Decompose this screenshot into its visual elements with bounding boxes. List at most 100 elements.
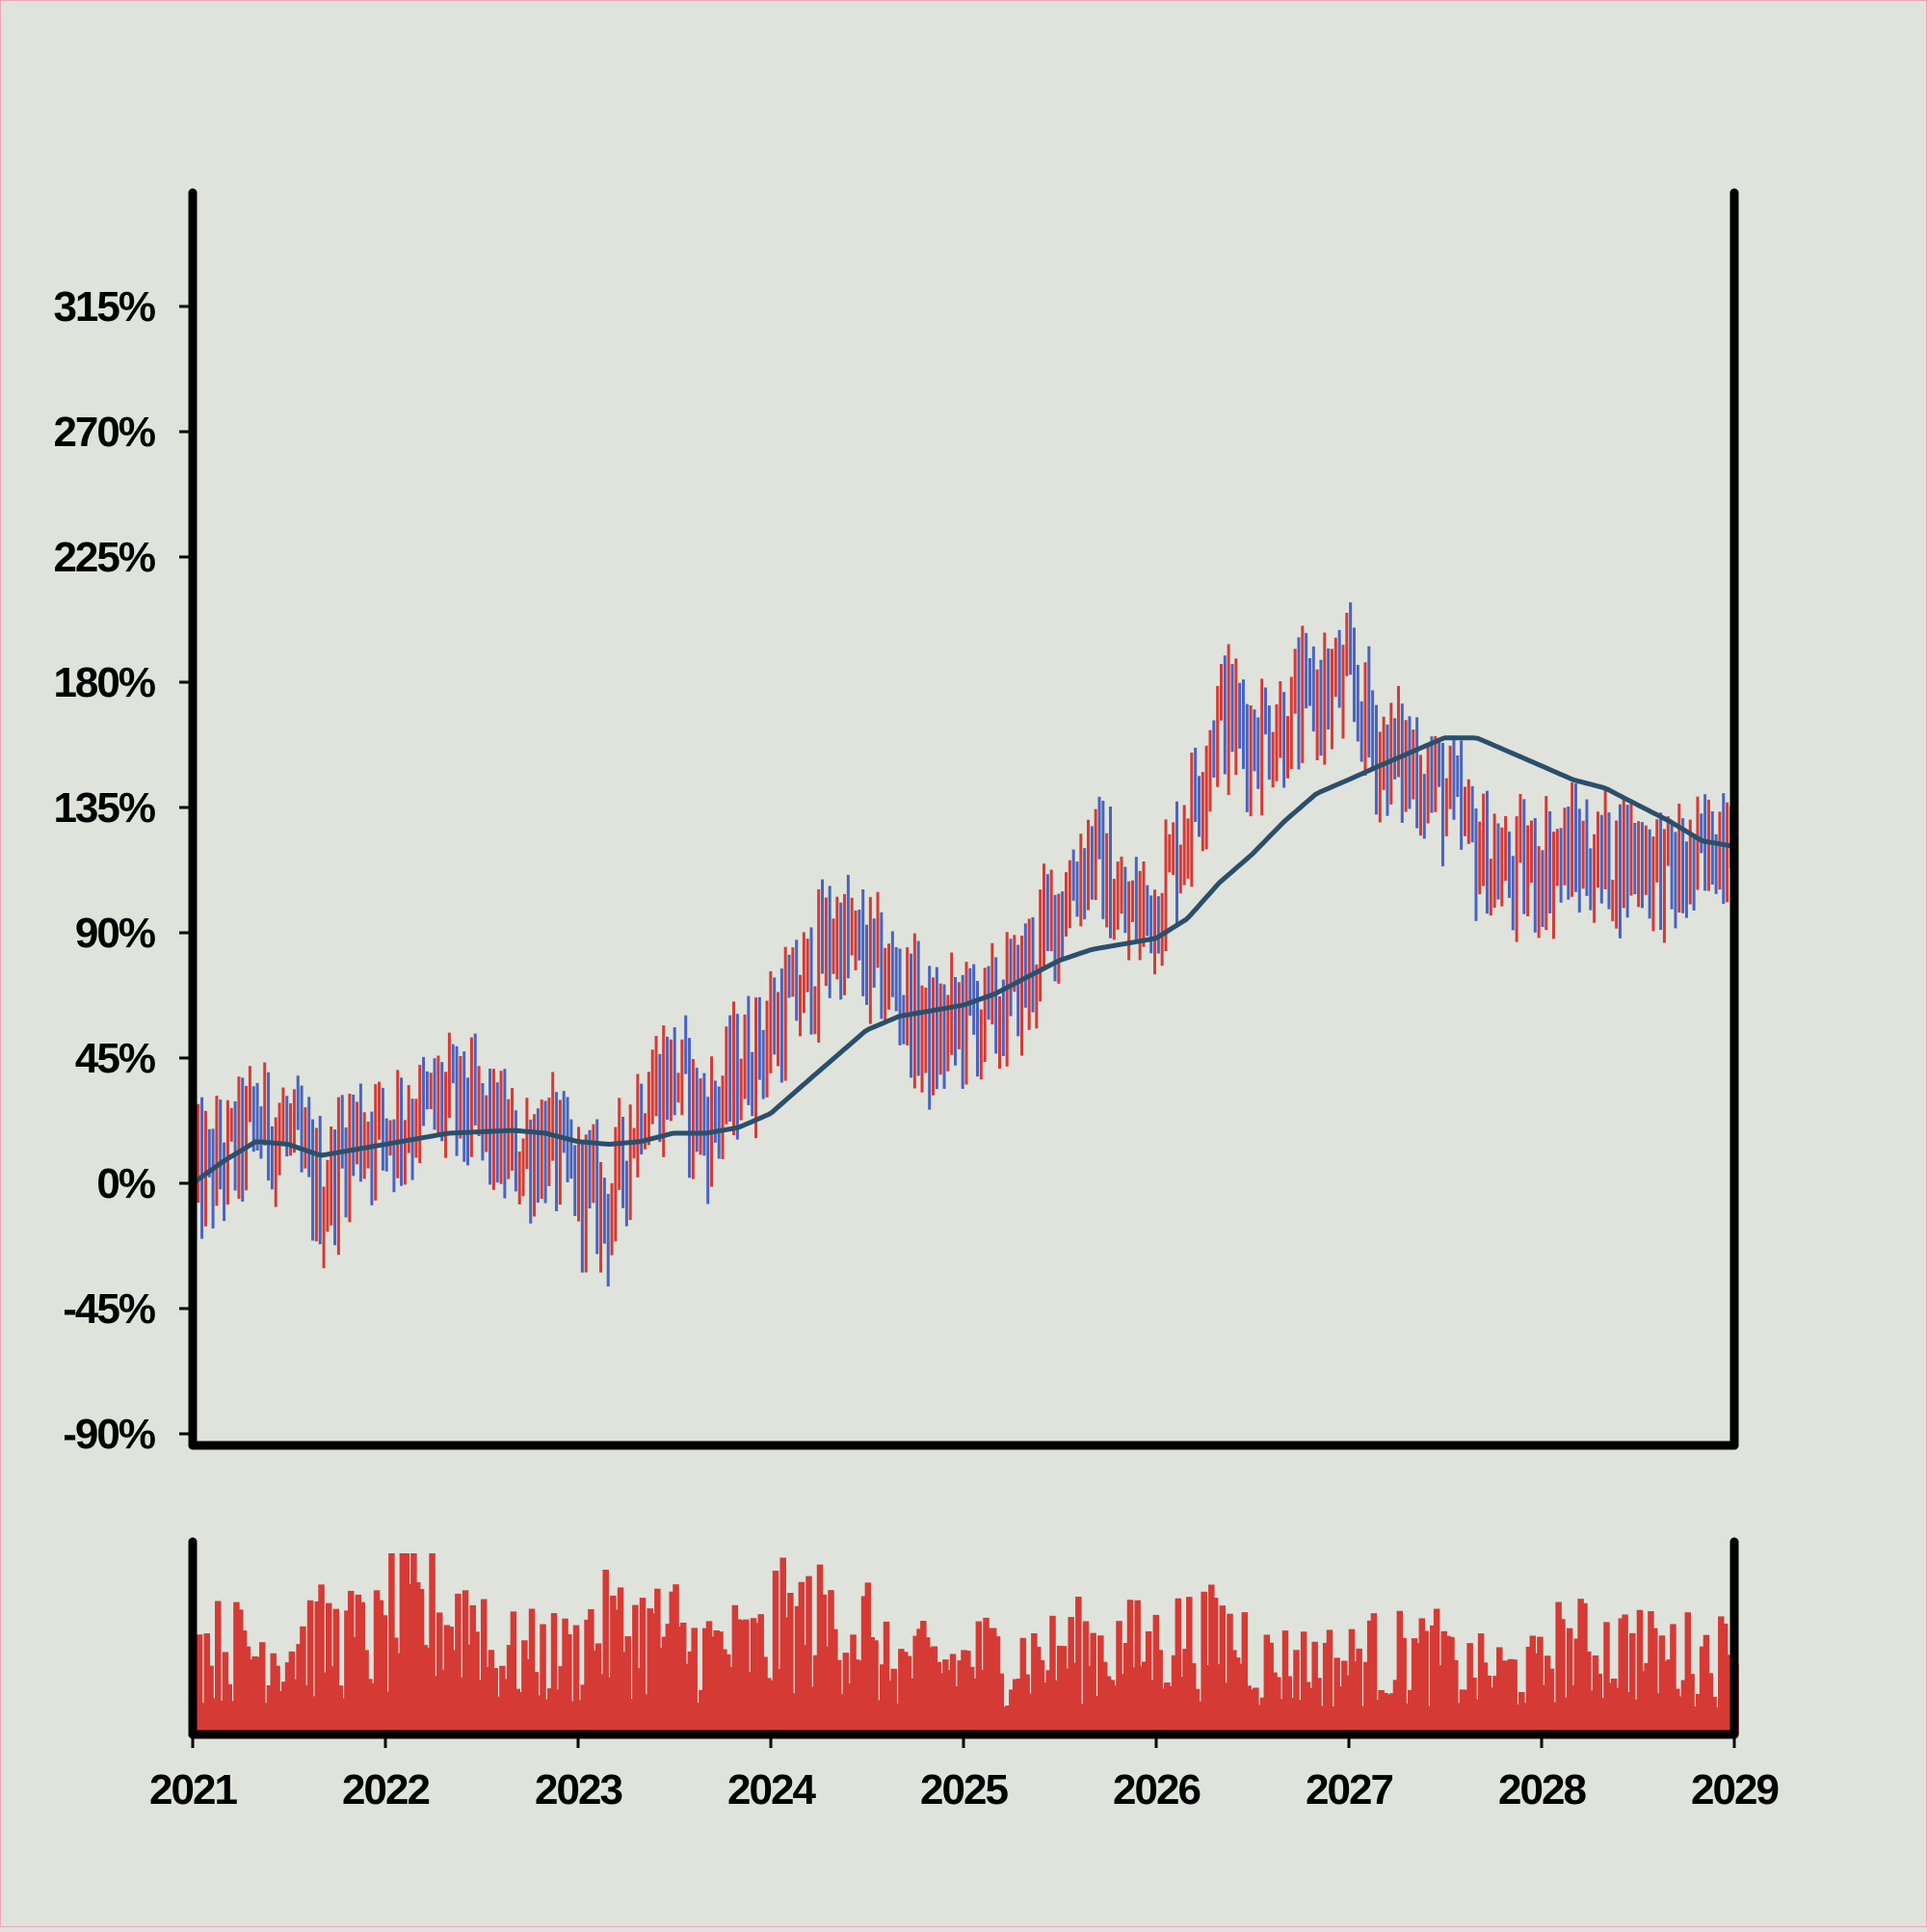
- volume-bar-260: [1152, 1614, 1160, 1734]
- volume-bar-131: [676, 1627, 683, 1734]
- axes: -90% -45% 0% 45% 90% 135% 180% 225% 270% 315% 2021…: [53, 188, 1780, 1813]
- volume-bar-25: [284, 1662, 292, 1734]
- volume-bar-326: [1396, 1610, 1404, 1734]
- volume-bar-46: [362, 1650, 369, 1734]
- volume-bar-5: [211, 1698, 218, 1734]
- volume-bar-155: [765, 1678, 772, 1734]
- volume-bar-186: [879, 1664, 886, 1734]
- volume-bar-331: [1414, 1643, 1422, 1734]
- volume-bar-71: [455, 1593, 462, 1734]
- volume-bar-319: [1370, 1613, 1378, 1734]
- volume-bar-263: [1164, 1682, 1171, 1734]
- volume-bar-129: [669, 1591, 675, 1734]
- volume-bar-313: [1348, 1628, 1356, 1734]
- y-tick-label-1: -45%: [63, 1285, 155, 1333]
- volume-bar-296: [1285, 1676, 1293, 1734]
- volume-bar-34: [318, 1584, 325, 1734]
- volume-bar-176: [842, 1653, 850, 1734]
- volume-bar-360: [1521, 1703, 1529, 1734]
- volume-bar-324: [1388, 1693, 1396, 1734]
- volume-bar-256: [1138, 1666, 1145, 1734]
- volume-bar-297: [1289, 1697, 1296, 1734]
- volume-bar-264: [1167, 1685, 1175, 1734]
- volume-bar-346: [1470, 1677, 1477, 1734]
- volume-bar-287: [1253, 1687, 1259, 1734]
- volume-bar-388: [1625, 1691, 1632, 1734]
- volume-bar-385: [1614, 1687, 1622, 1734]
- volume-bar-310: [1337, 1686, 1344, 1734]
- volume-bar-262: [1160, 1688, 1167, 1734]
- volume-bar-1: [196, 1634, 203, 1734]
- volume-bar-198: [923, 1637, 931, 1734]
- volume-bar-398: [1662, 1660, 1670, 1734]
- volume-bar-116: [620, 1652, 628, 1734]
- volume-bar-93: [536, 1695, 542, 1734]
- volume-bar-2: [199, 1703, 207, 1734]
- volume-bar-379: [1592, 1654, 1599, 1734]
- volume-bar-27: [292, 1679, 299, 1734]
- volume-bar-286: [1249, 1689, 1255, 1734]
- volume-bar-91: [528, 1608, 536, 1734]
- volume-bar-11: [233, 1601, 240, 1734]
- x-tick-label-0: 2021: [149, 1766, 237, 1813]
- volume-bar-282: [1233, 1657, 1241, 1734]
- volume-bar-32: [310, 1696, 318, 1734]
- volume-bar-255: [1134, 1600, 1141, 1734]
- volume-bar-276: [1211, 1598, 1219, 1734]
- volume-bar-345: [1466, 1643, 1473, 1734]
- volume-bar-158: [776, 1669, 783, 1734]
- volume-bar-86: [510, 1611, 517, 1734]
- volume-bar-38: [332, 1608, 340, 1734]
- volume-bar-172: [828, 1590, 834, 1734]
- volume-bar-381: [1599, 1698, 1606, 1734]
- volume-bar-10: [229, 1701, 236, 1734]
- volume-bar-322: [1382, 1693, 1388, 1734]
- volume-bar-350: [1485, 1675, 1492, 1734]
- volume-bar-189: [890, 1668, 897, 1734]
- volume-bar-162: [790, 1693, 798, 1734]
- volume-bar-204: [945, 1670, 953, 1734]
- volume-bar-278: [1219, 1605, 1227, 1734]
- volume-bar-274: [1204, 1665, 1211, 1734]
- volume-bar-67: [439, 1669, 447, 1734]
- volume-bar-292: [1271, 1672, 1278, 1734]
- volume-bar-355: [1503, 1660, 1511, 1734]
- volume-bar-365: [1541, 1684, 1547, 1734]
- volume-bar-9: [225, 1683, 232, 1734]
- volume-bar-177: [846, 1683, 853, 1734]
- volume-bar-223: [1016, 1679, 1023, 1734]
- volume-bar-115: [617, 1587, 624, 1734]
- volume-bar-384: [1610, 1679, 1618, 1734]
- volume-bar-105: [580, 1684, 587, 1734]
- volume-bar-334: [1426, 1706, 1433, 1734]
- volume-bar-150: [746, 1671, 753, 1734]
- volume-bar-161: [787, 1593, 794, 1734]
- volume-bar-31: [306, 1600, 314, 1734]
- volume-bar-76: [473, 1631, 480, 1734]
- volume-bar-378: [1588, 1690, 1596, 1734]
- volume-bar-392: [1640, 1671, 1648, 1734]
- volume-bar-268: [1182, 1649, 1189, 1734]
- volume-bar-165: [802, 1645, 808, 1734]
- volume-bar-169: [816, 1564, 824, 1734]
- volume-bar-130: [673, 1584, 679, 1734]
- volume-bar-100: [562, 1618, 568, 1734]
- volume-bar-377: [1585, 1651, 1592, 1734]
- volume-bar-146: [731, 1604, 739, 1734]
- volume-bar-85: [506, 1645, 514, 1734]
- volume-bar-403: [1680, 1680, 1688, 1734]
- volume-bar-353: [1496, 1647, 1503, 1734]
- volume-bar-302: [1307, 1687, 1315, 1734]
- volume-bar-84: [502, 1679, 510, 1734]
- volume-bar-321: [1378, 1689, 1385, 1734]
- volume-bar-412: [1714, 1707, 1721, 1734]
- volume-bar-190: [894, 1704, 901, 1734]
- y-tick-label-2: 0%: [96, 1160, 154, 1207]
- y-tick-label-4: 90%: [75, 910, 155, 957]
- x-tick-label-4: 2025: [920, 1766, 1008, 1813]
- volume-bar-364: [1537, 1636, 1544, 1734]
- volume-bar-342: [1455, 1703, 1463, 1734]
- volume-bar-248: [1108, 1680, 1116, 1734]
- volume-bar-352: [1492, 1676, 1499, 1734]
- volume-bar-320: [1374, 1699, 1382, 1734]
